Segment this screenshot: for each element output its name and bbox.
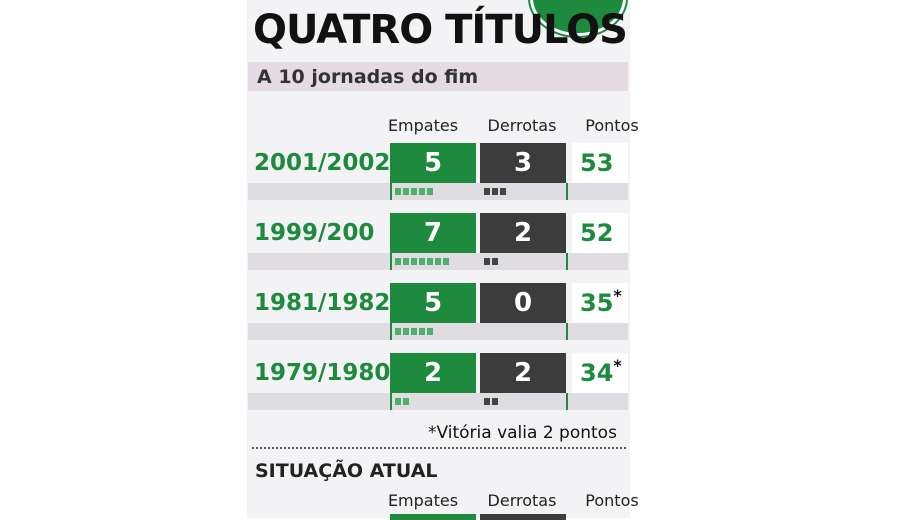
empate-square <box>395 258 401 265</box>
derrota-square <box>492 398 498 405</box>
season: 1981/1982 <box>254 290 391 316</box>
derrota-square <box>492 188 498 195</box>
pontos: 35* <box>572 283 628 323</box>
column-header: Derrotas <box>487 116 557 135</box>
season: 2001/2002 <box>254 150 391 176</box>
title: QUATRO TÍTULOS <box>253 7 628 53</box>
pontos-value: 34 <box>580 359 614 387</box>
derrotas: 0 <box>480 283 566 323</box>
empate-square <box>403 328 409 335</box>
pontos-value: 35 <box>580 289 614 317</box>
footnote: *Vitória valia 2 pontos <box>428 423 617 443</box>
note: * <box>613 286 622 305</box>
empate-square <box>411 188 417 195</box>
divider <box>252 447 626 449</box>
empates: 5 <box>390 143 476 183</box>
season: 1979/1980 <box>254 360 391 386</box>
box-edge <box>480 514 566 520</box>
empate-square <box>403 398 409 405</box>
empate-square <box>419 258 425 265</box>
empates: 2 <box>390 353 476 393</box>
strip-line <box>390 323 392 340</box>
empate-square <box>411 258 417 265</box>
derrota-square <box>484 258 490 265</box>
season: 1999/200 <box>254 220 375 246</box>
empate-square <box>427 328 433 335</box>
derrota-square <box>484 398 490 405</box>
empate-square <box>435 258 441 265</box>
empates: 5 <box>390 283 476 323</box>
derrotas: 2 <box>480 213 566 253</box>
strip-line <box>390 393 392 410</box>
derrotas: 3 <box>480 143 566 183</box>
note: * <box>613 356 622 375</box>
subtitle-band <box>248 62 628 91</box>
pontos: 34* <box>572 353 628 393</box>
column-header: Pontos <box>585 116 639 135</box>
empates: 7 <box>390 213 476 253</box>
strip-line <box>390 183 392 200</box>
strip-line <box>566 393 568 410</box>
column-header: Derrotas <box>487 491 557 510</box>
strip-line <box>566 323 568 340</box>
subtitle: A 10 jornadas do fim <box>257 66 479 88</box>
strip-line <box>566 253 568 270</box>
empate-square <box>419 188 425 195</box>
strip <box>248 393 628 410</box>
strip <box>248 323 628 340</box>
derrota-square <box>484 188 490 195</box>
strip-line <box>390 253 392 270</box>
empate-square <box>403 258 409 265</box>
strip <box>248 183 628 200</box>
empate-square <box>395 328 401 335</box>
column-header: Empates <box>387 116 459 135</box>
derrotas: 2 <box>480 353 566 393</box>
box-edge <box>390 514 476 520</box>
section-title: SITUAÇÃO ATUAL <box>255 460 438 482</box>
pontos: 52 <box>572 213 628 253</box>
empate-square <box>443 258 449 265</box>
derrota-square <box>500 188 506 195</box>
empate-square <box>411 328 417 335</box>
empate-square <box>419 328 425 335</box>
column-header: Pontos <box>585 491 639 510</box>
empate-square <box>427 258 433 265</box>
empate-square <box>427 188 433 195</box>
pontos: 53 <box>572 143 628 183</box>
empate-square <box>395 188 401 195</box>
empate-square <box>403 188 409 195</box>
column-header: Empates <box>387 491 459 510</box>
pontos-value: 52 <box>580 219 614 247</box>
empate-square <box>395 398 401 405</box>
strip-line <box>566 183 568 200</box>
pontos-value: 53 <box>580 149 614 177</box>
derrota-square <box>492 258 498 265</box>
